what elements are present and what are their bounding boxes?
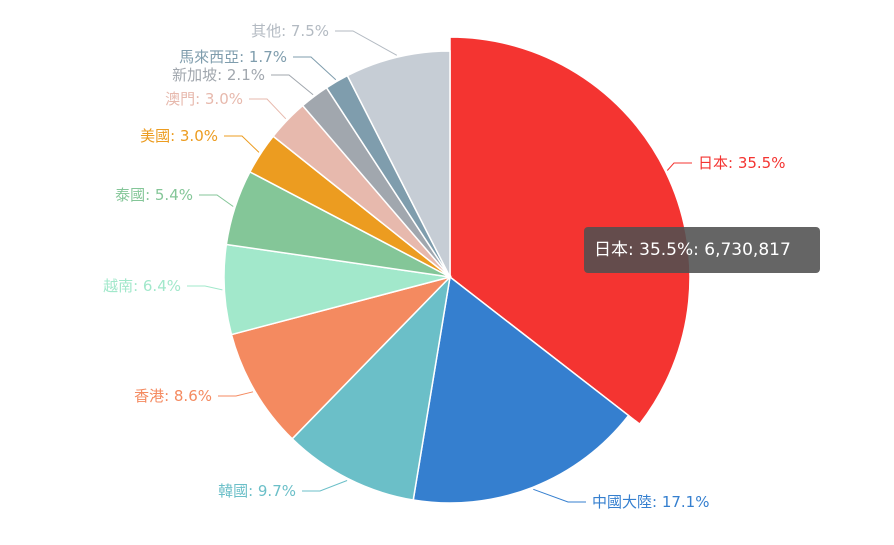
pie-slice-0[interactable] xyxy=(449,36,691,426)
leader-line-8 xyxy=(271,74,314,96)
slice-label-7: 澳門: 3.0% xyxy=(165,90,243,108)
leader-line-0 xyxy=(666,162,692,171)
leader-line-10 xyxy=(335,30,398,56)
leader-line-1 xyxy=(533,488,586,503)
leader-line-5 xyxy=(199,194,234,207)
leader-line-7 xyxy=(249,98,287,120)
pie-slice-10[interactable] xyxy=(346,50,451,278)
slice-tooltip: 日本: 35.5%: 6,730,817 xyxy=(584,227,820,273)
slice-label-8: 新加坡: 2.1% xyxy=(172,66,265,84)
leader-line-4 xyxy=(187,285,223,291)
slice-label-2: 韓國: 9.7% xyxy=(218,482,296,500)
slice-label-4: 越南: 6.4% xyxy=(103,277,181,295)
pie-slice-2[interactable] xyxy=(291,274,452,501)
slice-label-6: 美國: 3.0% xyxy=(140,127,218,145)
leader-line-3 xyxy=(218,391,254,397)
pie-slice-3[interactable] xyxy=(230,275,453,440)
slice-label-1: 中國大陸: 17.1% xyxy=(592,493,709,511)
slice-label-9: 馬來西亞: 1.7% xyxy=(179,48,287,66)
slice-label-5: 泰國: 5.4% xyxy=(115,186,193,204)
leader-line-9 xyxy=(293,56,337,81)
pie-slice-1[interactable] xyxy=(412,275,630,504)
leader-line-6 xyxy=(224,135,260,153)
slice-label-10: 其他: 7.5% xyxy=(251,22,329,40)
slice-label-3: 香港: 8.6% xyxy=(134,387,212,405)
slice-label-0: 日本: 35.5% xyxy=(698,154,785,172)
leader-line-2 xyxy=(302,480,348,492)
